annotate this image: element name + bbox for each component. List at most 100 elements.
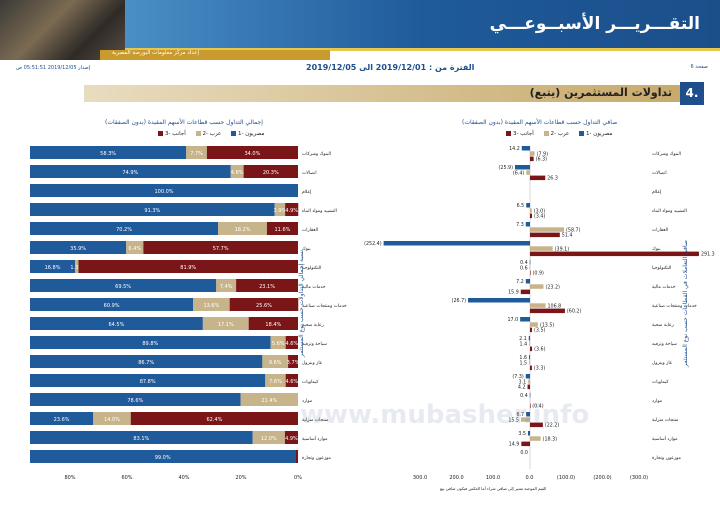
category-label: البنوك وشركات [302, 151, 331, 157]
bar-segment [206, 146, 298, 159]
bar-segment [30, 222, 219, 235]
net-bar [520, 289, 530, 295]
value-label: 4.2 [518, 385, 526, 391]
value-label: (26.7) [452, 298, 467, 304]
value-label: (3.4) [534, 214, 546, 220]
left-vertical-label: نسبة إجمالي التداولات حسب نوع المستثمر [298, 249, 306, 358]
value-label: 12.0% [261, 436, 277, 442]
bar-segment [78, 260, 299, 273]
category-label: سياحة وترفيه [302, 342, 327, 347]
net-bar [529, 265, 531, 270]
x-tick-label: 80% [64, 475, 75, 480]
value-label: (7.9) [537, 151, 549, 157]
bar-segment [30, 393, 241, 406]
value-label: 69.5% [115, 284, 131, 290]
category-label: غاز وبترول [652, 361, 673, 366]
category-label: موارد [652, 399, 663, 404]
category-label: التكنولوجيا [652, 265, 671, 271]
bar-segment [193, 298, 230, 311]
value-label: 15.5 [508, 417, 519, 423]
category-label: خدمات مالية [302, 285, 326, 290]
value-label: (3.3) [534, 366, 546, 372]
category-label: غاز وبترول [302, 361, 323, 366]
net-bar [528, 379, 530, 384]
report-title: التقـــريـــر الأسبــوعـــي [489, 14, 700, 34]
value-label: 64.5% [108, 322, 124, 328]
net-bar [530, 251, 699, 257]
value-label: 81.9% [180, 265, 196, 271]
net-bar [530, 227, 565, 232]
bar-segment [240, 393, 298, 406]
bar-segment [284, 431, 298, 444]
section-number: 4. [680, 82, 704, 105]
value-label: (23.2) [545, 284, 560, 290]
bar-segment [30, 146, 187, 159]
right-chart-legend: أجانب -3 عرب -2 مصريون -1 [498, 131, 612, 137]
net-bar [529, 341, 530, 346]
net-bar [527, 431, 530, 436]
net-bar [525, 279, 530, 284]
category-label: البنوك وشركات [652, 151, 681, 157]
value-label: 0.6 [520, 265, 528, 271]
net-bar [529, 393, 531, 398]
legend-egyptian: مصريون -1 [586, 131, 613, 137]
x-tick-label: (300.0) [630, 475, 648, 480]
banner-blue-band [125, 0, 720, 48]
value-label: 3.1 [519, 379, 527, 385]
x-tick-label: 300.0 [413, 475, 427, 480]
net-bar [530, 327, 533, 333]
bar-segment [30, 355, 263, 368]
left-chart-title: إجمالي التداول حسب قطاعات الأسهم المقيدة… [105, 119, 263, 126]
value-label: 6.4% [128, 246, 141, 252]
category-label: موارد أساسية [302, 435, 328, 442]
net-bar [525, 374, 530, 379]
value-label: (252.4) [364, 241, 382, 247]
net-bar [530, 322, 538, 327]
value-label: (3.0) [534, 208, 546, 214]
section-header: 4. تداولات المستثمرين (يتبع) [84, 82, 704, 105]
value-label: 21.4% [261, 398, 277, 404]
category-label: العقارات [302, 228, 318, 233]
section-title: تداولات المستثمرين (يتبع) [529, 86, 672, 99]
value-label: 1.3% [70, 265, 83, 271]
legend-foreign: أجانب -3 [513, 131, 534, 137]
value-label: 78.6% [127, 398, 143, 404]
value-label: 14.2 [509, 146, 520, 152]
value-label: 35.9% [70, 246, 86, 252]
value-label: (25.9) [499, 165, 514, 171]
category-label: اتصالات [652, 171, 667, 176]
x-tick-label: 0.0 [526, 475, 534, 480]
net-bar [530, 213, 532, 219]
bar-segment [266, 222, 298, 235]
value-label: 6.5 [517, 203, 525, 209]
net-bar [530, 270, 531, 276]
value-label: 18.4% [265, 322, 281, 328]
value-label: 91.3% [144, 208, 160, 214]
bar-segment [30, 260, 76, 273]
x-tick-label: (100.0) [557, 475, 575, 480]
bar-segment [30, 165, 231, 178]
value-label: 1.5 [519, 360, 527, 366]
value-label: 100.0% [154, 189, 173, 195]
bar-segment [229, 298, 299, 311]
bar-segment [30, 203, 275, 216]
bar-segment [30, 184, 298, 197]
net-bar [530, 365, 532, 371]
legend-arab: عرب -2 [202, 131, 222, 137]
bar-segment [285, 374, 298, 387]
category-label: سياحة وترفيه [652, 342, 677, 347]
legend-arab: عرب -2 [550, 131, 570, 137]
category-label: رعاية صحية [302, 323, 324, 328]
bar-segment [236, 279, 298, 292]
bar-segment [218, 222, 267, 235]
category-label: التشييد ومواد البناء [652, 209, 687, 214]
report-source: إعداد مركز معلومات البورصة المصرية [112, 50, 200, 56]
value-label: 62.4% [206, 417, 222, 423]
bar-segment [285, 203, 299, 216]
value-label: 51.4 [562, 233, 573, 239]
category-label: خدمات مالية [652, 285, 676, 290]
value-label: 34.0% [244, 151, 260, 157]
right-net-bar-chart: 14.2 (7.9)(6.3) البنوك وشركات (25.9)(6.4) 26… [364, 146, 715, 480]
bar-segment [285, 336, 298, 349]
value-label: 1.4 [520, 341, 528, 347]
